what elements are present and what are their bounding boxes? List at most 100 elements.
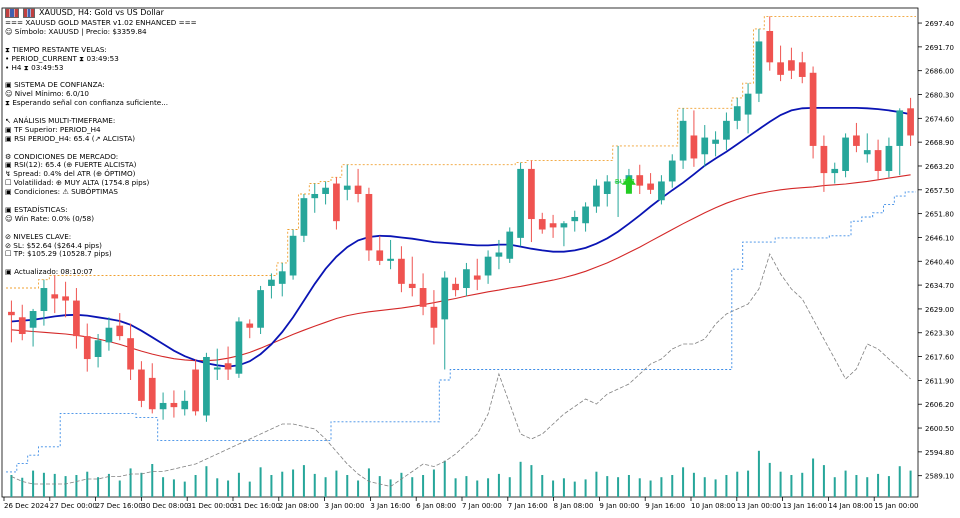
candle-body bbox=[268, 279, 275, 286]
volume-bar bbox=[747, 470, 750, 497]
volume-bar bbox=[216, 478, 219, 497]
info-line: ▣ Actualizado: 08:10:07 bbox=[5, 267, 93, 277]
info-line: ⊘ SL: $52.64 ($264.4 pips) bbox=[5, 240, 102, 250]
candle-body bbox=[419, 288, 427, 307]
y-tick-label: 2686.00 bbox=[925, 68, 954, 76]
candle-body bbox=[138, 369, 145, 401]
volume-bar bbox=[292, 469, 295, 497]
volume-bar bbox=[432, 469, 435, 497]
info-line: • PERIOD_CURRENT ⧗ 03:49:53 bbox=[5, 53, 119, 63]
candle-body bbox=[463, 269, 470, 289]
volume-bar bbox=[779, 471, 782, 497]
x-tick-label: 3 Jan 00:00 bbox=[325, 502, 365, 510]
candle-body bbox=[798, 62, 806, 77]
y-tick-label: 2651.80 bbox=[925, 211, 954, 219]
volume-bar bbox=[790, 475, 793, 497]
candle-body bbox=[636, 175, 644, 186]
info-line: ☺ Win Rate: 0.0% (0/58) bbox=[5, 213, 95, 223]
candle-body bbox=[766, 30, 774, 63]
candle-body bbox=[224, 363, 232, 370]
candle-body bbox=[777, 62, 784, 75]
candle-body bbox=[8, 311, 15, 316]
info-line: === XAUUSD GOLD MASTER v1.02 ENHANCED ==… bbox=[5, 18, 197, 27]
volume-bar bbox=[335, 470, 338, 497]
x-tick-label: 3 Jan 16:00 bbox=[370, 502, 410, 510]
volume-bar bbox=[346, 475, 349, 497]
candle-body bbox=[40, 288, 48, 312]
candle-body bbox=[571, 216, 579, 222]
volume-bar bbox=[118, 480, 121, 497]
window-title-row: XAUUSD, H4: Gold vs US Dollar bbox=[5, 8, 197, 18]
candle-body bbox=[278, 271, 286, 284]
candle-body bbox=[549, 223, 557, 228]
slow-ma-line bbox=[11, 174, 911, 362]
y-tick-label: 2697.40 bbox=[925, 20, 954, 28]
candle-body bbox=[333, 183, 340, 222]
volume-bar bbox=[400, 472, 403, 497]
volume-bar bbox=[909, 470, 912, 497]
lower-band-line bbox=[6, 191, 916, 473]
x-tick-label: 31 Dec 00:00 bbox=[187, 502, 234, 510]
info-line: ⧗ TIEMPO RESTANTE VELAS: bbox=[5, 44, 107, 54]
candle-body bbox=[441, 277, 449, 320]
x-tick-label: 30 Dec 08:00 bbox=[141, 502, 188, 510]
volume-bar bbox=[367, 468, 370, 497]
y-tick-label: 2617.60 bbox=[925, 354, 954, 362]
volume-bar bbox=[801, 472, 804, 497]
candle-body bbox=[148, 377, 156, 410]
volume-bar bbox=[476, 480, 479, 497]
candle-body bbox=[647, 183, 654, 190]
y-tick-label: 2640.40 bbox=[925, 258, 954, 266]
volume-bar bbox=[833, 477, 836, 497]
candle-body bbox=[51, 294, 59, 299]
candle-body bbox=[94, 340, 102, 357]
x-tick-label: 15 Jan 00:00 bbox=[874, 502, 918, 510]
x-tick-label: 2 Jan 08:00 bbox=[279, 502, 319, 510]
volume-bar bbox=[42, 472, 45, 497]
info-line: ▣ SISTEMA DE CONFIANZA: bbox=[5, 80, 105, 90]
candle-body bbox=[701, 137, 709, 155]
x-tick-label: 8 Jan 08:00 bbox=[554, 502, 594, 510]
candle-body bbox=[18, 317, 26, 334]
candle-body bbox=[235, 321, 243, 374]
candle-body bbox=[755, 41, 763, 94]
info-line: ▣ Condiciones: ⚠ SUBÓPTIMAS bbox=[5, 187, 118, 197]
y-tick-label: 2611.90 bbox=[925, 377, 954, 385]
volume-bar bbox=[86, 471, 89, 497]
volume-bar bbox=[725, 475, 728, 497]
candle-body bbox=[528, 168, 535, 220]
y-tick-label: 2663.20 bbox=[925, 163, 954, 171]
volume-bar bbox=[151, 464, 154, 497]
y-tick-label: 2589.10 bbox=[925, 473, 954, 481]
volume-bar bbox=[638, 478, 641, 497]
oscillator-line bbox=[11, 252, 911, 487]
x-tick-label: 7 Jan 00:00 bbox=[462, 502, 502, 510]
volume-bar bbox=[497, 473, 500, 497]
volume-bar bbox=[21, 477, 24, 497]
info-line: ↯ Spread: 0.4% del ATR (⊕ ÓPTIMO) bbox=[5, 169, 136, 179]
volume-bar bbox=[541, 475, 544, 497]
volume-bar bbox=[302, 465, 305, 497]
volume-bar bbox=[855, 475, 858, 497]
volume-bar bbox=[140, 472, 143, 497]
volume-bar bbox=[259, 467, 262, 497]
candle-body bbox=[246, 323, 254, 328]
candle-body bbox=[452, 283, 459, 291]
info-line: • H4 ⧗ 03:49:53 bbox=[5, 62, 64, 72]
volume-bar bbox=[562, 478, 565, 497]
volume-bar bbox=[595, 471, 598, 497]
candle-body bbox=[517, 168, 524, 238]
candle-body bbox=[712, 139, 719, 144]
y-tick-label: 2606.20 bbox=[925, 401, 954, 409]
volume-bar bbox=[487, 478, 490, 497]
candle-body bbox=[614, 181, 622, 183]
candle-body bbox=[387, 258, 394, 261]
candle-body bbox=[408, 283, 416, 289]
candle-body bbox=[538, 219, 546, 230]
volume-bar bbox=[887, 476, 890, 497]
candle-body bbox=[376, 250, 384, 261]
volume-bar bbox=[53, 473, 56, 497]
info-line: ⧗ Esperando señal con confianza suficien… bbox=[5, 98, 169, 108]
